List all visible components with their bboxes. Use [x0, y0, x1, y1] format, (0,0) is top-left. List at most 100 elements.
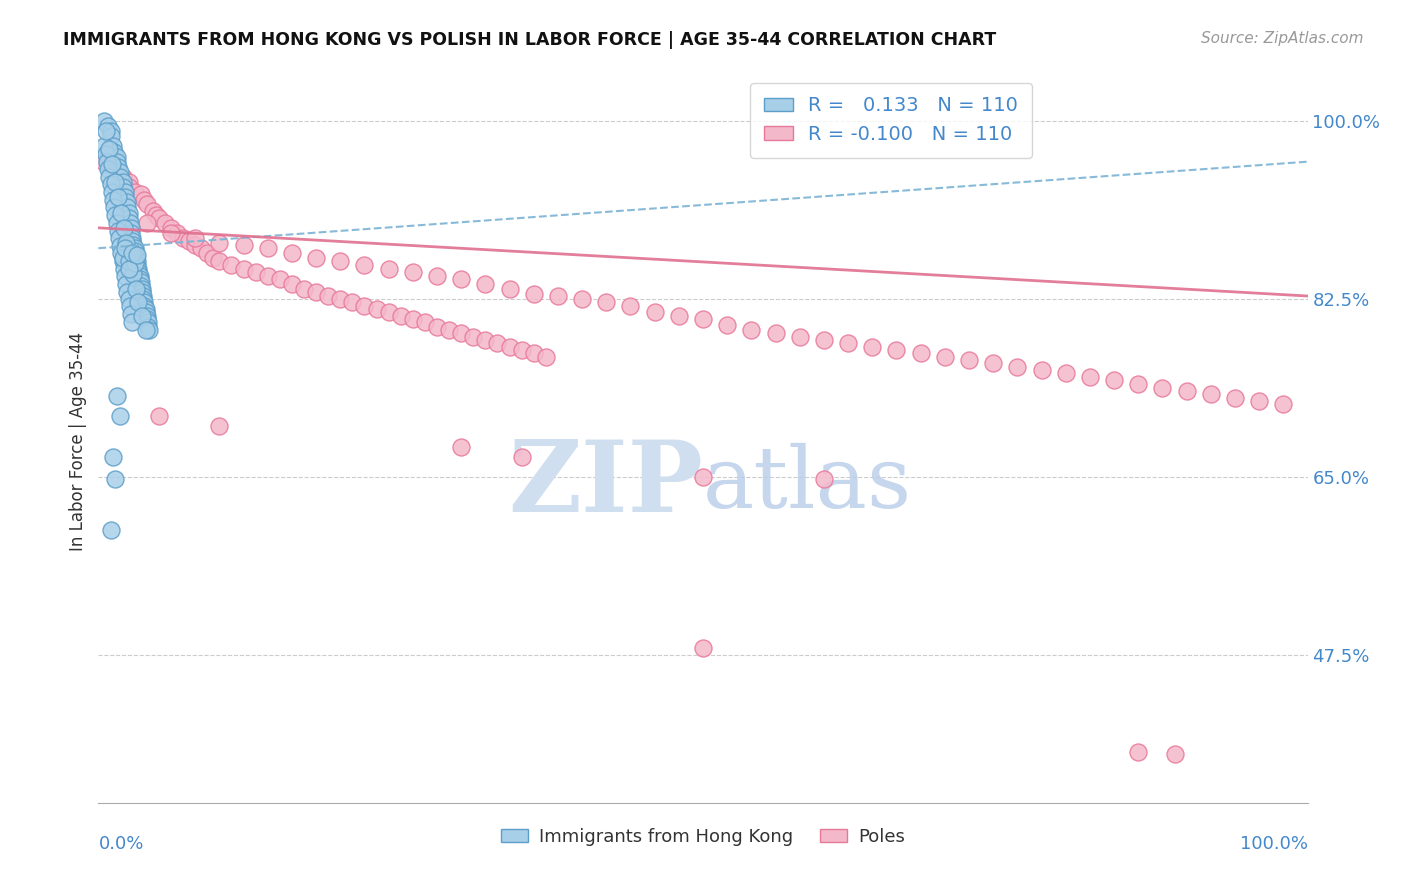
Point [121, 316, 143, 330]
Point [125, 248, 148, 262]
Point [114, 268, 136, 283]
Point [124, 244, 146, 259]
Point [118, 292, 141, 306]
Point [195, 246, 218, 260]
Point [232, 261, 254, 276]
Y-axis label: In Labor Force | Age 35-44: In Labor Force | Age 35-44 [69, 332, 87, 551]
Point [121, 231, 143, 245]
Point [692, 312, 714, 326]
Text: atlas: atlas [703, 443, 912, 526]
Point [135, 216, 157, 230]
Point [860, 340, 883, 354]
Point [523, 346, 546, 360]
Point [498, 340, 520, 354]
Point [131, 282, 153, 296]
Point [114, 185, 136, 199]
Point [134, 194, 156, 208]
Point [94, 146, 117, 161]
Point [121, 234, 143, 248]
Point [281, 246, 304, 260]
Point [127, 254, 149, 268]
Point [105, 150, 128, 164]
Point [292, 282, 315, 296]
Point [96, 154, 118, 169]
Point [111, 254, 134, 268]
Point [765, 326, 787, 340]
Point [281, 277, 304, 291]
Point [108, 239, 131, 253]
Point [127, 248, 149, 262]
Point [316, 289, 339, 303]
Point [105, 154, 128, 169]
Point [134, 295, 156, 310]
Point [112, 261, 135, 276]
Point [122, 238, 145, 252]
Point [115, 277, 138, 291]
Point [118, 205, 141, 219]
Point [110, 205, 132, 219]
Point [1223, 391, 1246, 405]
Point [108, 169, 131, 184]
Point [136, 316, 159, 330]
Point [124, 256, 146, 270]
Point [108, 165, 131, 179]
Point [135, 302, 157, 317]
Point [981, 356, 1004, 370]
Point [118, 254, 141, 268]
Point [366, 302, 388, 317]
Point [112, 220, 135, 235]
Point [129, 278, 152, 293]
Point [127, 295, 149, 310]
Point [107, 224, 129, 238]
Point [105, 389, 128, 403]
Point [103, 145, 125, 159]
Point [98, 143, 121, 157]
Point [571, 292, 593, 306]
Point [131, 285, 153, 299]
Point [142, 203, 165, 218]
Point [138, 323, 160, 337]
Point [97, 161, 120, 176]
Point [510, 450, 533, 464]
Point [813, 333, 835, 347]
Point [353, 299, 375, 313]
Point [1007, 360, 1029, 375]
Point [122, 267, 145, 281]
Point [100, 129, 122, 144]
Point [789, 329, 811, 343]
Point [128, 268, 150, 283]
Point [692, 641, 714, 656]
Point [329, 254, 352, 268]
Point [450, 440, 472, 454]
Point [1175, 384, 1198, 398]
Point [125, 282, 148, 296]
Point [93, 139, 115, 153]
Point [107, 190, 129, 204]
Point [426, 319, 449, 334]
Point [111, 169, 134, 184]
Point [107, 160, 129, 174]
Point [1054, 367, 1077, 381]
Point [377, 305, 399, 319]
Point [166, 226, 188, 240]
Point [101, 450, 124, 464]
Point [153, 216, 176, 230]
Point [135, 305, 157, 319]
Point [114, 190, 136, 204]
Point [1152, 381, 1174, 395]
Point [1031, 363, 1053, 377]
Point [148, 409, 170, 423]
Point [245, 264, 267, 278]
Point [100, 160, 122, 174]
Point [135, 310, 157, 324]
Point [450, 326, 472, 340]
Point [837, 335, 859, 350]
Point [100, 124, 122, 138]
Point [118, 299, 141, 313]
Point [1102, 374, 1125, 388]
Point [534, 350, 557, 364]
Text: IMMIGRANTS FROM HONG KONG VS POLISH IN LABOR FORCE | AGE 35-44 CORRELATION CHART: IMMIGRANTS FROM HONG KONG VS POLISH IN L… [63, 31, 997, 49]
Point [97, 119, 120, 133]
Point [595, 295, 617, 310]
Point [135, 312, 157, 326]
